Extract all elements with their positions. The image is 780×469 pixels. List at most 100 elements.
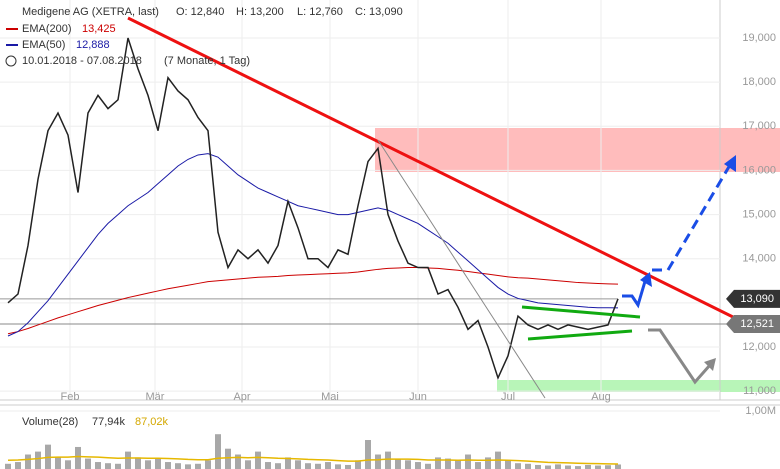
volume-bar bbox=[35, 451, 41, 469]
y-tick-label: 14,000 bbox=[742, 253, 776, 265]
volume-bar bbox=[385, 451, 391, 469]
volume-bar bbox=[565, 465, 571, 469]
x-tick-label: Jul bbox=[501, 391, 515, 403]
volume-bar bbox=[225, 448, 231, 469]
volume-bar bbox=[395, 458, 401, 469]
series-line bbox=[7, 37, 619, 381]
ohlc: L: 12,760 bbox=[297, 6, 343, 18]
volume-bar bbox=[5, 463, 11, 469]
legend-label: EMA(50) bbox=[22, 39, 65, 51]
volume-bar bbox=[255, 451, 261, 469]
legend-value: 12,888 bbox=[76, 39, 110, 51]
arrow-up-dashed bbox=[652, 164, 732, 272]
volume-bar bbox=[595, 465, 601, 469]
legend: Medigene AG (XETRA, last) O: 12,840 H: 1… bbox=[5, 6, 403, 428]
volume-bar bbox=[545, 465, 551, 469]
volume-bar bbox=[405, 460, 411, 469]
level-label: 12,521 bbox=[740, 318, 774, 330]
volume-bar bbox=[205, 460, 211, 469]
volume-bar bbox=[195, 463, 201, 469]
volume-bar bbox=[265, 462, 271, 469]
volume-bar bbox=[155, 458, 161, 469]
ohlc: H: 13,200 bbox=[236, 6, 284, 18]
arrowhead bbox=[724, 155, 736, 172]
x-tick-label: Apr bbox=[233, 391, 250, 403]
period: 10.01.2018 - 07.08.2018 bbox=[22, 55, 142, 67]
x-tick-label: Mai bbox=[321, 391, 339, 403]
volume-bar bbox=[295, 460, 301, 469]
y-tick-label: 16,000 bbox=[742, 164, 776, 176]
volume-bar bbox=[525, 463, 531, 469]
trend-line-thin bbox=[377, 139, 546, 399]
volume-last: 77,94k bbox=[92, 416, 126, 428]
volume-bar bbox=[85, 458, 91, 469]
volume-title: Volume(28) bbox=[22, 416, 78, 428]
volume-bar bbox=[505, 460, 511, 469]
volume-bar bbox=[535, 464, 541, 469]
legend-value: 13,425 bbox=[82, 23, 116, 35]
level-tag bbox=[726, 289, 780, 308]
volume-avg-line bbox=[7, 455, 619, 465]
series-line bbox=[7, 153, 619, 337]
volume-bar bbox=[15, 462, 21, 469]
y-tick-label: 19,000 bbox=[742, 32, 776, 44]
volume-bar bbox=[185, 464, 191, 469]
volume-bar bbox=[95, 462, 101, 469]
y-tick-label: 1,00M bbox=[745, 405, 776, 417]
volume-bar bbox=[235, 454, 241, 469]
x-tick-label: Mär bbox=[146, 391, 165, 403]
volume-bar bbox=[365, 440, 371, 469]
volume-bar bbox=[345, 464, 351, 469]
x-tick-label: Aug bbox=[591, 391, 611, 403]
volume-bar bbox=[615, 464, 621, 469]
volume-bar bbox=[515, 463, 521, 469]
title: Medigene AG (XETRA, last) bbox=[22, 6, 159, 18]
level-tag bbox=[726, 315, 780, 334]
volume-bar bbox=[325, 462, 331, 469]
volume-bar bbox=[425, 463, 431, 469]
volume-bar bbox=[245, 460, 251, 469]
y-tick-label: 15,000 bbox=[742, 208, 776, 220]
volume-bar bbox=[215, 434, 221, 469]
arrow-down bbox=[648, 328, 712, 385]
x-tick-label: Feb bbox=[61, 391, 80, 403]
series-line bbox=[7, 267, 619, 335]
trend-line bbox=[127, 16, 736, 320]
resistance-zone bbox=[375, 128, 780, 172]
volume-bar bbox=[415, 462, 421, 469]
ohlc: C: 13,090 bbox=[355, 6, 403, 18]
y-tick-label: 17,000 bbox=[742, 120, 776, 132]
clock-icon bbox=[5, 55, 17, 67]
volume-bar bbox=[25, 454, 31, 469]
volume-bar bbox=[445, 458, 451, 469]
volume-bar bbox=[435, 457, 441, 469]
volume-bar bbox=[275, 463, 281, 469]
volume-bar bbox=[555, 464, 561, 469]
volume-bar bbox=[165, 462, 171, 469]
y-tick-label: 18,000 bbox=[742, 76, 776, 88]
volume-bar bbox=[575, 466, 581, 469]
level-label: 13,090 bbox=[740, 293, 774, 305]
triangle-lower bbox=[527, 329, 633, 341]
volume-bar bbox=[465, 454, 471, 469]
volume-bar bbox=[105, 463, 111, 469]
volume-bar bbox=[55, 457, 61, 469]
volume-bar bbox=[285, 457, 291, 469]
volume-bar bbox=[485, 457, 491, 469]
period-note: (7 Monate, 1 Tag) bbox=[164, 55, 250, 67]
volume-bar bbox=[355, 460, 361, 469]
arrow-up-solid bbox=[622, 277, 648, 309]
volume-bar bbox=[175, 463, 181, 469]
volume-bar bbox=[305, 463, 311, 469]
volume-bar bbox=[125, 451, 131, 469]
volume-bar bbox=[455, 460, 461, 469]
volume-bar bbox=[475, 462, 481, 469]
y-tick-label: 11,000 bbox=[743, 385, 776, 397]
legend-label: EMA(200) bbox=[22, 23, 72, 35]
volume-bar bbox=[135, 457, 141, 469]
arrowhead bbox=[640, 272, 652, 287]
volume-bar bbox=[375, 454, 381, 469]
ohlc: O: 12,840 bbox=[176, 6, 224, 18]
volume-bar bbox=[65, 460, 71, 469]
